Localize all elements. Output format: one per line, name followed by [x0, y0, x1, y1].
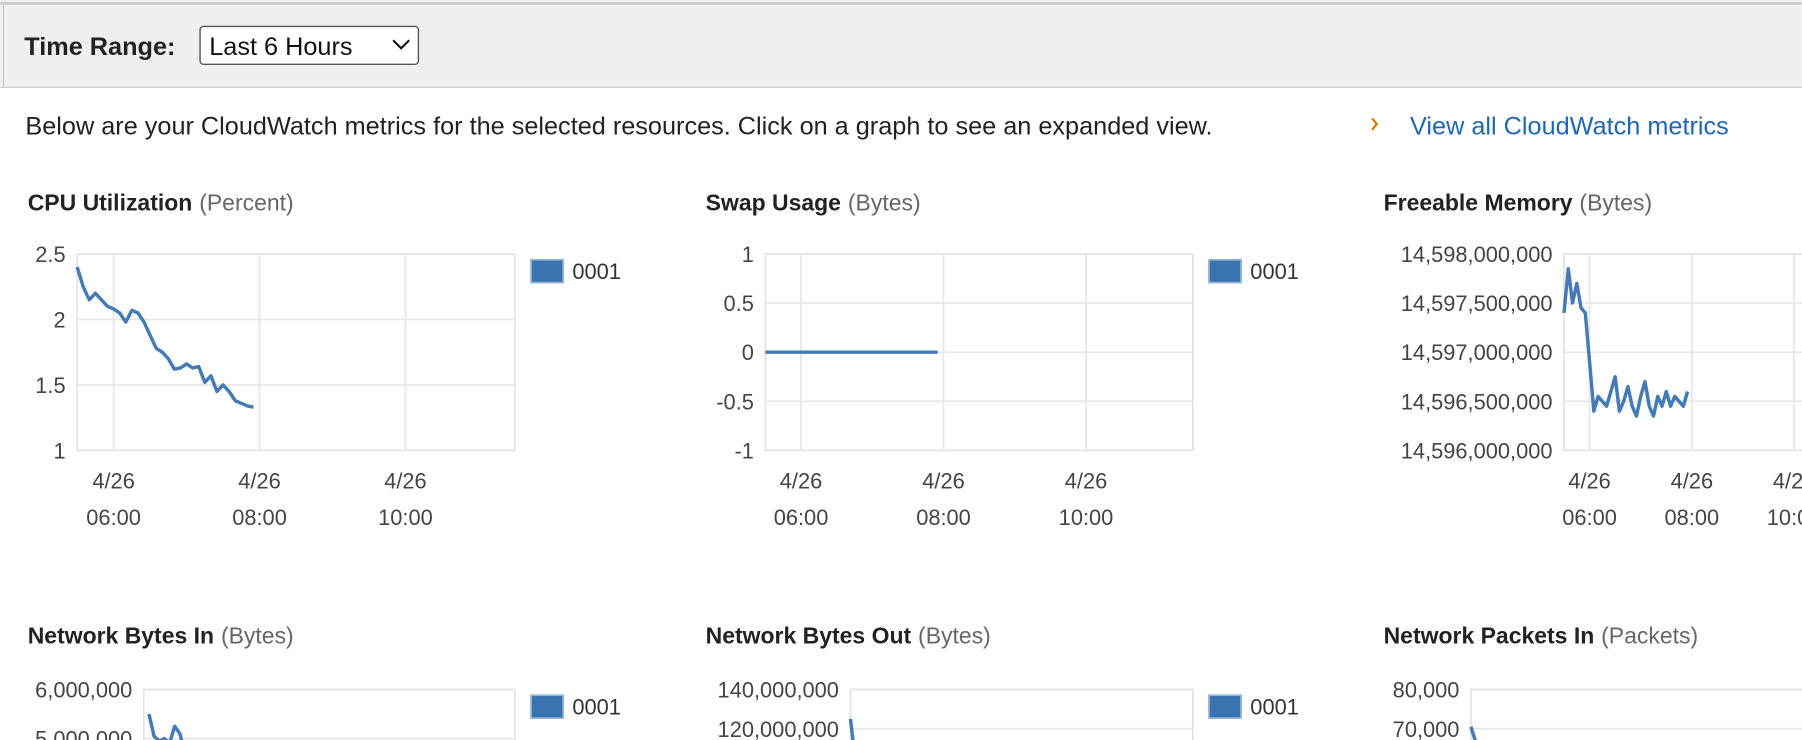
y-tick-label: 6,000,000: [35, 677, 132, 702]
plot-area: [76, 253, 516, 452]
title-unit: (Packets): [1601, 622, 1698, 648]
select-chevron[interactable]: [392, 39, 410, 50]
metric-chart[interactable]: Network Bytes In (Bytes) 5,000,000 6,000,00…: [28, 622, 621, 740]
x-tick-label: 4/26 08:00: [232, 468, 287, 530]
x-tick-label: 4/26 06:00: [774, 468, 829, 530]
y-tick-label: 140,000,000: [718, 677, 839, 702]
cloudwatch-link[interactable]: View all CloudWatch metrics: [1410, 112, 1729, 140]
y-tick-label: -1: [734, 438, 753, 463]
metric-chart[interactable]: Network Bytes Out (Bytes) 120,000,000 140,0…: [706, 622, 1299, 740]
title-text: Freeable Memory: [1384, 189, 1573, 215]
legend-label: 0001: [572, 695, 621, 720]
legend-swatch: [530, 694, 565, 720]
title-unit: (Percent): [199, 189, 293, 215]
plot-area: [849, 688, 1194, 740]
metric-chart[interactable]: Freeable Memory (Bytes) 14,596,000,000 14,5…: [1384, 189, 1802, 530]
legend-label: 0001: [572, 259, 621, 284]
x-tick-label: 4/26 08:00: [916, 468, 971, 530]
y-tick-label: 5,000,000: [35, 727, 132, 740]
intro-text: Below are your CloudWatch metrics for th…: [25, 112, 1212, 140]
y-tick-label: 2.5: [35, 242, 65, 267]
title-unit: (Bytes): [1579, 189, 1652, 215]
title-text: Network Bytes Out: [706, 622, 912, 648]
title-unit: (Bytes): [848, 189, 921, 215]
metric-chart[interactable]: Network Packets In(Packets)70,00080,0000…: [1384, 622, 1802, 740]
title-text: CPU Utilization: [28, 189, 193, 215]
legend-label: 0001: [1250, 259, 1299, 284]
plot-area: [1470, 688, 1802, 740]
y-tick-label: 70,000: [1393, 717, 1460, 740]
y-tick-label: 0: [742, 340, 754, 365]
title-unit: (Bytes): [918, 622, 991, 648]
metric-chart[interactable]: Swap Usage (Bytes) -1 -0.5 0 0.5 1 4/26 06:00 4/2…: [706, 189, 1299, 530]
link-arrow: [1371, 117, 1379, 131]
title-text: Network Bytes In: [28, 622, 214, 648]
chart-title: CPU Utilization (Percent): [28, 189, 294, 215]
legend-swatch: [1208, 258, 1242, 284]
y-tick-label: 2: [53, 307, 65, 332]
series-line: [1562, 266, 1690, 418]
x-tick-label: 4/26 06:00: [1562, 468, 1617, 530]
y-tick-label: 1: [53, 438, 65, 463]
time-range-select[interactable]: Last 6 Hours: [199, 25, 420, 66]
title-text: Network Packets In: [1384, 622, 1595, 648]
chart-title: Swap Usage (Bytes): [706, 189, 921, 215]
y-tick-label: 80,000: [1393, 677, 1460, 702]
y-tick-label: 14,598,000,000: [1401, 242, 1553, 267]
plot-area: [142, 688, 516, 740]
y-tick-label: 14,596,000,000: [1401, 438, 1553, 463]
chart-title: Network Bytes Out (Bytes): [706, 622, 991, 648]
legend-label: 0001: [1250, 695, 1299, 720]
chart-title: Network Packets In (Packets): [1384, 622, 1699, 648]
y-tick-label: 1.5: [35, 373, 65, 398]
y-tick-label: 14,597,000,000: [1401, 340, 1553, 365]
metric-chart[interactable]: CPU Utilization (Percent) 1 1.5 2 2.5 4/26 06:0…: [28, 189, 621, 530]
y-tick-label: 1: [742, 242, 754, 267]
x-tick-label: 4/26 06:00: [86, 468, 141, 530]
chart-title: Network Bytes In (Bytes): [28, 622, 294, 648]
legend-swatch: [530, 258, 565, 284]
select-value[interactable]: Last 6 Hours: [209, 33, 352, 61]
y-tick-label: 14,597,500,000: [1401, 291, 1553, 316]
y-tick-label: 14,596,500,000: [1401, 389, 1553, 414]
y-tick-label: -0.5: [716, 389, 754, 414]
time-range-label: Time Range:: [24, 33, 175, 61]
select-box[interactable]: [199, 25, 420, 66]
title-unit: (Bytes): [221, 622, 294, 648]
series-line: [75, 266, 254, 409]
y-tick-label: 0.5: [724, 291, 754, 316]
title-text: Swap Usage: [706, 189, 841, 215]
x-tick-label: 4/26 08:00: [1665, 468, 1720, 530]
chart-title: Freeable Memory (Bytes): [1384, 189, 1653, 215]
legend-swatch: [1208, 694, 1242, 720]
series-line: [147, 713, 184, 740]
y-tick-label: 120,000,000: [718, 717, 839, 740]
